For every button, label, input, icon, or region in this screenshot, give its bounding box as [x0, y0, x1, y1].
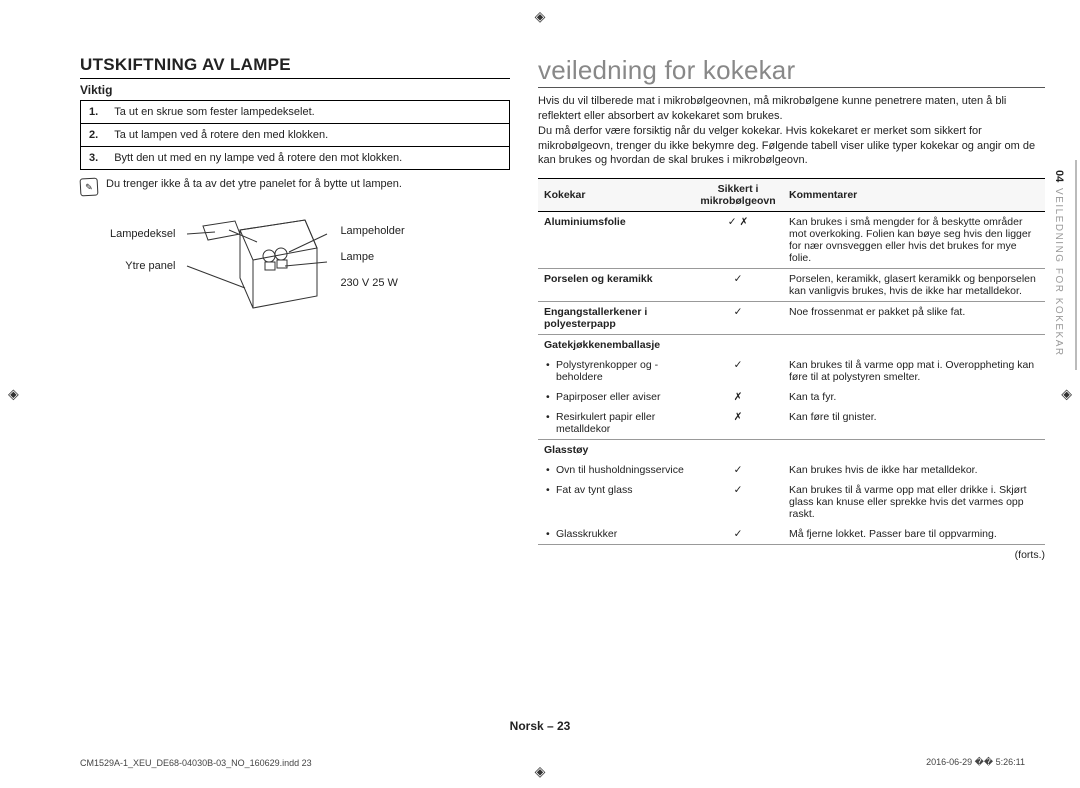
registration-mark-icon: ◈	[535, 763, 546, 780]
table-row: Glasstøy	[538, 440, 1045, 461]
table-row: Resirkulert papir eller metalldekor ✗ Ka…	[538, 407, 1045, 440]
registration-mark-icon: ◈	[535, 8, 546, 25]
table-row: Glasskrukker ✓ Må fjerne lokket. Passer …	[538, 524, 1045, 545]
table-row: Ovn til husholdningsservice ✓ Kan brukes…	[538, 460, 1045, 480]
table-row: Papirposer eller aviser ✗ Kan ta fyr.	[538, 387, 1045, 407]
important-label: Viktig	[80, 83, 510, 97]
side-tab-label: VEILEDNING FOR KOKEKAR	[1053, 188, 1064, 357]
col-header: Kokekar	[538, 179, 693, 212]
note: ✎ Du trenger ikke å ta av det ytre panel…	[80, 178, 510, 196]
page-number: Norsk – 23	[510, 719, 571, 733]
step-row: 2.Ta ut lampen ved å rotere den med klok…	[81, 124, 510, 147]
table-row: Aluminiumsfolie ✓ ✗ Kan brukes i små men…	[538, 212, 1045, 269]
lamp-diagram: Lampedeksel Ytre panel	[80, 218, 510, 313]
footer-timestamp: 2016-06-29 �� 5:26:11	[926, 757, 1025, 768]
diagram-label: Lampedeksel	[110, 218, 175, 250]
table-row: Gatekjøkkenemballasje	[538, 335, 1045, 356]
side-tab: 04 VEILEDNING FOR KOKEKAR	[1053, 170, 1073, 357]
table-row: Porselen og keramikk ✓ Porselen, keramik…	[538, 269, 1045, 302]
note-text: Du trenger ikke å ta av det ytre panelet…	[106, 178, 402, 190]
side-tab-bar	[1075, 160, 1077, 370]
page-spread: UTSKIFTNING AV LAMPE Viktig 1.Ta ut en s…	[80, 55, 1045, 743]
registration-mark-icon: ◈	[8, 386, 19, 403]
right-column: veiledning for kokekar Hvis du vil tilbe…	[538, 55, 1045, 743]
table-row: Engangstallerkener i polyesterpapp ✓ Noe…	[538, 302, 1045, 335]
col-header: Kommentarer	[783, 179, 1045, 212]
table-row: Polystyrenkopper og -beholdere ✓ Kan bru…	[538, 355, 1045, 387]
table-row: Fat av tynt glass ✓ Kan brukes til å var…	[538, 480, 1045, 524]
lamp-diagram-svg	[185, 218, 330, 313]
step-text: Bytt den ut med en ny lampe ved å rotere…	[106, 147, 509, 170]
footer-filename: CM1529A-1_XEU_DE68-04030B-03_NO_160629.i…	[80, 758, 312, 768]
side-tab-number: 04	[1053, 170, 1065, 188]
registration-mark-icon: ◈	[1061, 386, 1072, 403]
cookware-intro: Hvis du vil tilberede mat i mikrobølgeov…	[538, 94, 1045, 168]
col-header: Sikkert i mikrobølgeovn	[693, 179, 783, 212]
continued-label: (forts.)	[538, 549, 1045, 561]
diagram-label: 230 V 25 W	[340, 270, 404, 296]
step-row: 1.Ta ut en skrue som fester lampedeksele…	[81, 101, 510, 124]
cookware-table: Kokekar Sikkert i mikrobølgeovn Kommenta…	[538, 178, 1045, 545]
step-text: Ta ut lampen ved å rotere den med klokke…	[106, 124, 509, 147]
diagram-label: Lampeholder	[340, 218, 404, 244]
step-text: Ta ut en skrue som fester lampedekselet.	[106, 101, 509, 124]
step-row: 3.Bytt den ut med en ny lampe ved å rote…	[81, 147, 510, 170]
left-column: UTSKIFTNING AV LAMPE Viktig 1.Ta ut en s…	[80, 55, 510, 743]
cookware-heading: veiledning for kokekar	[538, 55, 1045, 88]
steps-table: 1.Ta ut en skrue som fester lampedeksele…	[80, 100, 510, 170]
diagram-label: Ytre panel	[110, 250, 175, 282]
diagram-label: Lampe	[340, 244, 404, 270]
note-icon: ✎	[80, 178, 99, 197]
lamp-heading: UTSKIFTNING AV LAMPE	[80, 55, 510, 79]
